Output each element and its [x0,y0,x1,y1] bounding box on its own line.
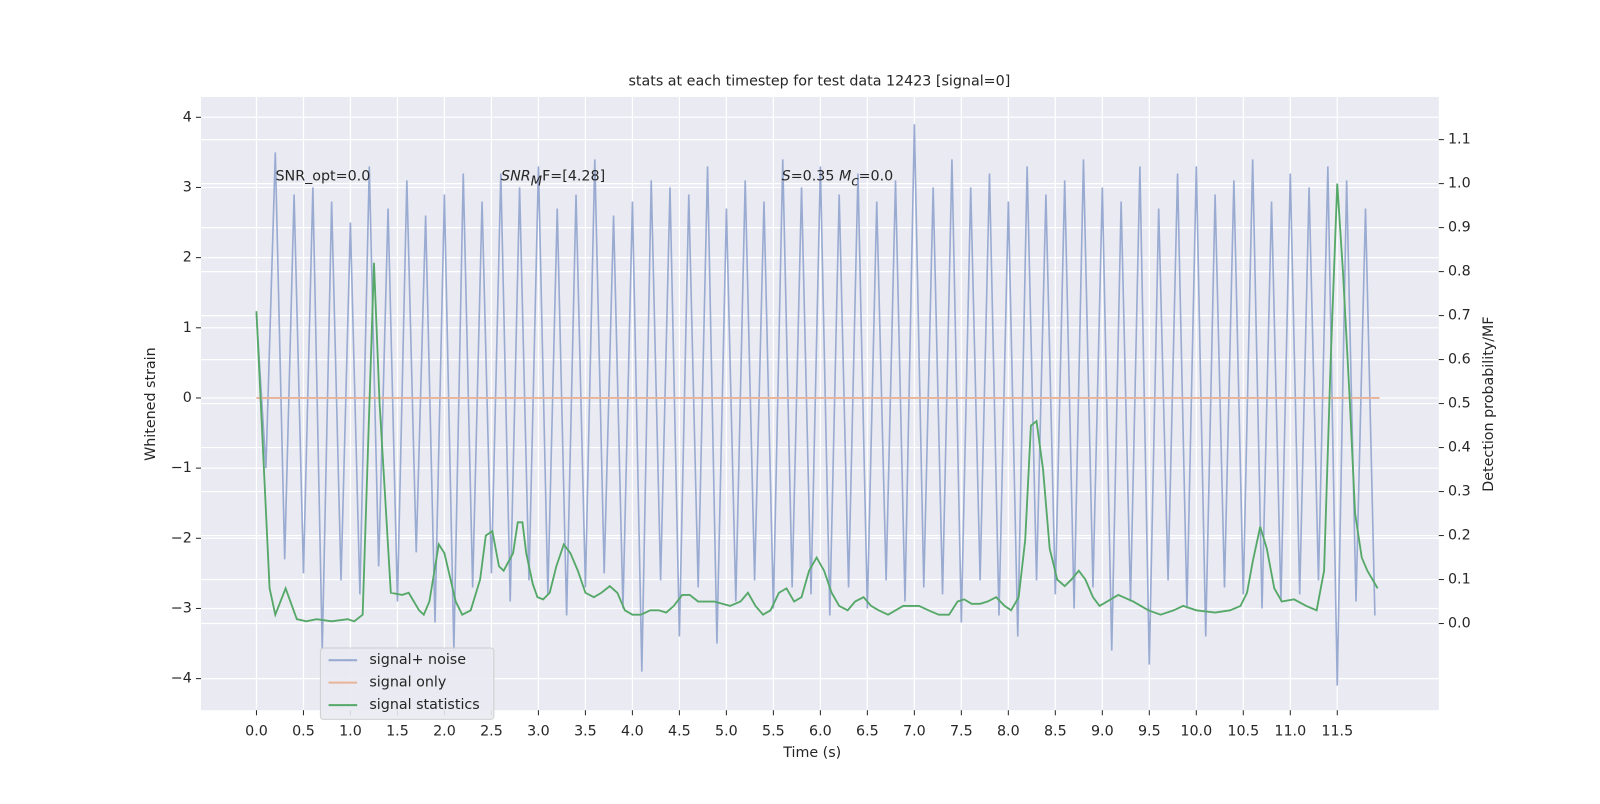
x-tick-label: 4.5 [668,724,691,740]
annotation-part: =0.35 [791,169,839,185]
series-line [255,124,1376,686]
x-tick-label: 5.5 [762,724,785,740]
y2-tick-label: 0.3 [1448,484,1471,500]
x-tick-label: 9.5 [1138,724,1161,740]
annotation-part: SNR_opt=0.0 [276,169,371,185]
annotation-part: M [531,175,543,190]
y2-tick-label: 1.1 [1448,132,1471,148]
x-tick-label: 0.5 [292,724,315,740]
annotation-part: S [782,169,791,185]
x-tick-label: 10.5 [1227,724,1259,740]
x-tick-label: 0.0 [245,724,268,740]
annotation-part: F=[4.28] [542,169,605,185]
y2-tick-label: 0.9 [1448,220,1471,236]
annotation: S=0.35 Mc=0.0 [782,169,894,190]
x-tick-label: 8.0 [997,724,1020,740]
y-tick-label: −2 [171,530,192,546]
x-tick-label: 5.0 [715,724,738,740]
y2-tick-label: 0.7 [1448,308,1471,324]
legend-label: signal statistics [369,697,479,713]
x-tick-label: 3.5 [574,724,597,740]
y-tick-label: 3 [183,179,192,195]
x-tick-label: 6.0 [809,724,832,740]
y2-tick-label: 0.1 [1448,572,1471,588]
x-tick-label: 2.0 [433,724,456,740]
x-tick-label: 1.5 [386,724,409,740]
annotation: SNR_opt=0.0 [276,169,371,185]
legend-label: signal only [369,675,446,691]
y-tick-label: −1 [171,460,192,476]
x-axis-label: Time (s) [782,745,841,761]
x-tick-label: 2.5 [480,724,503,740]
y-tick-label: 0 [183,390,192,406]
x-tick-label: 3.0 [527,724,550,740]
annotation: SNRMF=[4.28] [501,169,605,190]
y-tick-label: −3 [171,600,192,616]
y-axis-label: Whitened strain [143,347,159,461]
x-tick-label: 6.5 [856,724,879,740]
x-tick-label: 4.0 [621,724,644,740]
y-tick-label: −4 [171,671,192,687]
x-tick-label: 9.0 [1091,724,1114,740]
annotation-part: c [851,175,859,190]
y2-tick-label: 0.4 [1448,440,1471,456]
y2-tick-label: 0.2 [1448,528,1471,544]
series-line [255,183,1379,623]
y2-tick-label: 0.5 [1448,396,1471,412]
y2-tick-label: 1.0 [1448,176,1471,192]
x-tick-label: 10.0 [1180,724,1212,740]
legend-box [319,647,495,720]
x-tick-label: 8.5 [1044,724,1067,740]
chart-title: stats at each timestep for test data 124… [628,74,1010,90]
annotation-part: M [839,169,851,185]
annotation-part: =0.0 [859,169,894,185]
y2-tick-label: 0.0 [1448,616,1471,632]
y-tick-label: 4 [183,109,192,125]
x-tick-label: 7.5 [950,724,973,740]
annotation-part: SNR [501,169,531,185]
y-tick-label: 1 [183,320,192,336]
x-tick-label: 1.0 [339,724,362,740]
x-tick-label: 11.5 [1321,724,1353,740]
x-tick-label: 11.0 [1274,724,1306,740]
legend-label: signal+ noise [369,652,466,668]
y2-tick-label: 0.8 [1448,264,1471,280]
y2-axis-label: Detection probability/MF [1481,316,1497,491]
y-tick-label: 2 [183,250,192,266]
x-tick-label: 7.0 [903,724,926,740]
y2-tick-label: 0.6 [1448,352,1471,368]
